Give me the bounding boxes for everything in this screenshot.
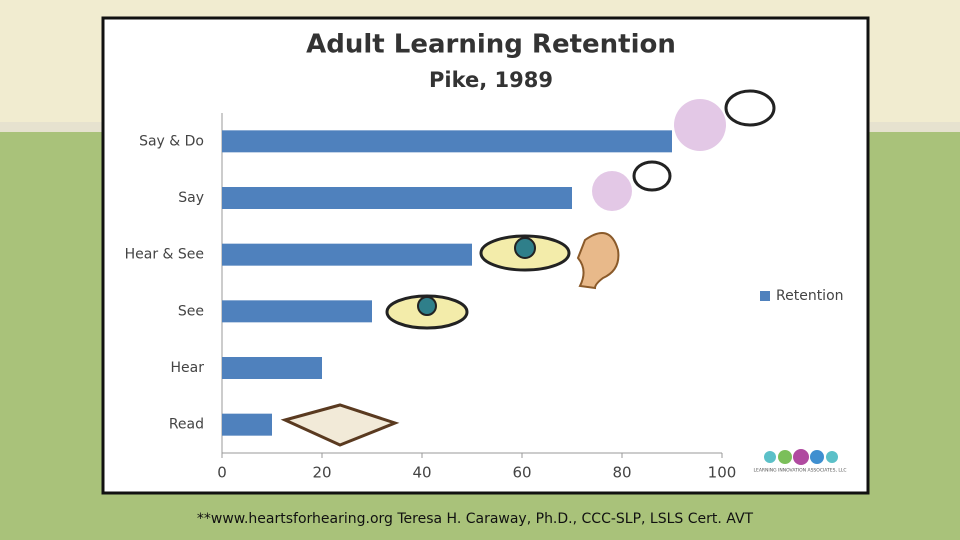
chart-subtitle: Pike, 1989 xyxy=(429,68,553,92)
eye-icon xyxy=(479,234,571,272)
bar xyxy=(222,357,322,379)
chart-title: Adult Learning Retention xyxy=(306,30,676,60)
ear-icon xyxy=(576,231,620,290)
x-tick-label: 20 xyxy=(312,464,331,482)
x-tick-label: 100 xyxy=(708,464,737,482)
footer: **www.heartsforhearing.org Teresa H. Car… xyxy=(197,511,754,527)
x-tick-label: 80 xyxy=(612,464,631,482)
logo-text: LEARNING INNOVATION ASSOCIATES, LLC xyxy=(754,468,847,474)
y-tick-label: Say & Do xyxy=(139,133,204,149)
legend-swatch xyxy=(760,291,770,301)
bar xyxy=(222,300,372,323)
bar xyxy=(222,413,272,436)
bar xyxy=(222,243,472,266)
speaker-icon xyxy=(592,89,776,211)
logo: LEARNING INNOVATION ASSOCIATES, LLC xyxy=(754,449,847,474)
y-tick-label: Hear xyxy=(171,360,205,376)
y-tick-label: Hear & See xyxy=(125,247,204,263)
y-tick-label: Read xyxy=(169,417,204,433)
bar xyxy=(222,130,672,153)
bar xyxy=(222,187,572,209)
legend-label: Retention xyxy=(776,288,844,304)
x-tick-label: 60 xyxy=(512,464,531,482)
eye-icon xyxy=(385,294,469,330)
book-icon xyxy=(280,403,400,447)
x-tick-label: 0 xyxy=(217,464,227,482)
y-tick-label: See xyxy=(178,303,204,319)
y-tick-label: Say xyxy=(178,190,204,206)
x-tick-label: 40 xyxy=(412,464,431,482)
